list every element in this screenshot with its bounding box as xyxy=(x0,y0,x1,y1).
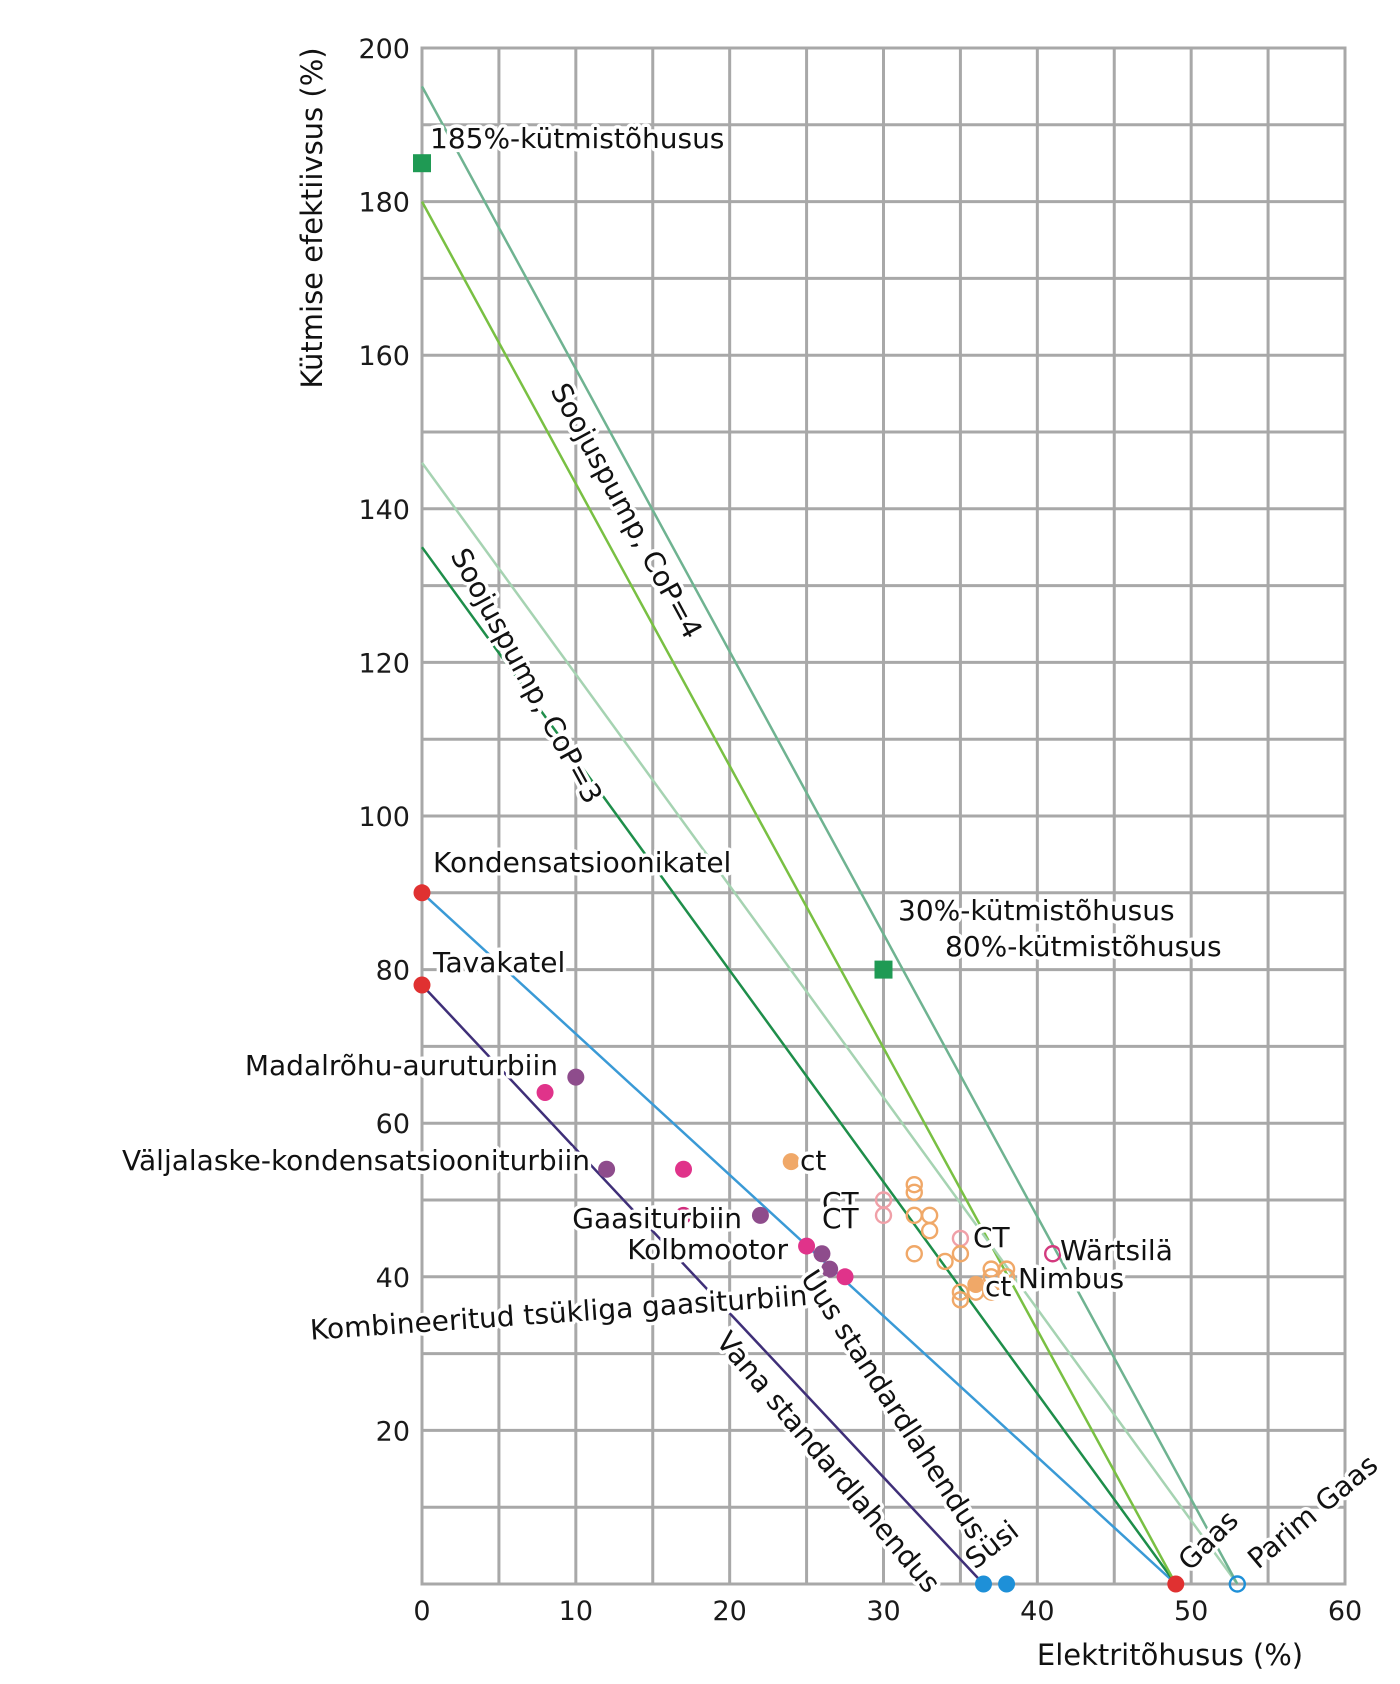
data-point xyxy=(413,884,431,902)
chart-label: Nimbus xyxy=(1018,1262,1124,1295)
y-tick-label: 180 xyxy=(358,188,410,219)
data-point-open xyxy=(951,1291,970,1309)
y-tick-label: 160 xyxy=(358,341,410,372)
reference-lines xyxy=(420,85,1239,1585)
line-vana xyxy=(421,984,985,1585)
data-point xyxy=(836,1268,854,1286)
data-points xyxy=(413,154,1247,1593)
data-point xyxy=(998,1575,1016,1593)
data-point xyxy=(751,1206,769,1224)
y-tick-label: 120 xyxy=(358,648,410,679)
chart-label: Gaasiturbiin xyxy=(572,1202,742,1235)
data-point xyxy=(813,1245,831,1263)
x-tick-label: 0 xyxy=(413,1596,430,1627)
chart-label: 185%-kütmistõhusus xyxy=(430,122,724,155)
y-tick-label: 60 xyxy=(376,1109,410,1140)
data-point-open xyxy=(982,1283,1000,1301)
y-tick-label: 40 xyxy=(376,1263,410,1294)
chart-label: ct xyxy=(985,1270,1011,1303)
x-tick-label: 50 xyxy=(1174,1596,1208,1627)
axis-ticks: 0 10 20 30 40 50 60 20 40 60 80 100 120 140 160 180 200 xyxy=(358,34,1362,1627)
line-cop3 xyxy=(420,546,1177,1585)
data-point xyxy=(598,1160,616,1178)
y-tick-label: 80 xyxy=(376,956,410,987)
y-tick-label: 20 xyxy=(376,1416,410,1447)
y-tick-label: 140 xyxy=(358,495,410,526)
x-axis-title: Elektritõhusus (%) xyxy=(1037,1638,1303,1672)
line-cop4 xyxy=(420,201,1177,1585)
chart-label: Väljalaske-kondensatsiooniturbiin xyxy=(122,1144,590,1177)
data-point-open xyxy=(905,1183,923,1202)
chart-label: Madalrõhu-auruturbiin xyxy=(245,1049,558,1082)
chart-label: Tavakatel xyxy=(432,946,565,979)
data-point xyxy=(536,1083,554,1101)
x-tick-label: 40 xyxy=(1020,1596,1054,1627)
data-point-open xyxy=(905,1245,923,1263)
data-point xyxy=(567,1068,585,1086)
grid xyxy=(420,46,1347,1586)
chart-label: Wärtsilä xyxy=(1060,1234,1173,1267)
data-point-open xyxy=(874,1206,893,1225)
data-point xyxy=(413,976,431,994)
chart-label: 80%-kütmistõhusus xyxy=(945,930,1222,963)
line-parim-a xyxy=(420,461,1239,1585)
data-point xyxy=(675,1160,693,1178)
chart-label: CT xyxy=(973,1221,1011,1254)
data-point-square xyxy=(874,960,893,979)
y-tick-label: 100 xyxy=(358,802,410,833)
data-point-open xyxy=(905,1175,923,1194)
x-tick-label: 10 xyxy=(559,1596,593,1627)
data-point xyxy=(1167,1575,1185,1593)
chart-label: CT xyxy=(822,1186,860,1219)
y-tick-label: 200 xyxy=(358,34,410,65)
x-tick-label: 20 xyxy=(712,1596,746,1627)
data-point-open xyxy=(920,1222,939,1240)
data-point xyxy=(798,1237,816,1255)
data-point xyxy=(782,1153,800,1171)
chart-label: Kondensatsioonikatel xyxy=(433,846,731,879)
data-point-open xyxy=(997,1260,1016,1278)
chart-label: 30%-kütmistõhusus xyxy=(898,894,1175,927)
data-point-open xyxy=(1228,1575,1247,1593)
data-point-open xyxy=(997,1268,1016,1286)
chart-label: CT xyxy=(822,1202,860,1235)
data-point xyxy=(974,1575,992,1593)
x-tick-label: 30 xyxy=(866,1596,900,1627)
data-point xyxy=(821,1260,839,1278)
line-uus xyxy=(421,891,1177,1585)
line-parim-b xyxy=(420,85,1239,1585)
chart-label: ct xyxy=(800,1144,826,1177)
data-point-open xyxy=(936,1252,954,1271)
x-tick-label: 60 xyxy=(1328,1596,1362,1627)
chart-label: Kolbmootor xyxy=(627,1233,788,1266)
data-point xyxy=(675,1206,693,1224)
data-point-open xyxy=(951,1245,970,1263)
data-point-open xyxy=(1044,1245,1062,1263)
y-axis-title: Kütmise efektiivsus (%) xyxy=(295,47,329,388)
data-point-square xyxy=(413,154,431,173)
